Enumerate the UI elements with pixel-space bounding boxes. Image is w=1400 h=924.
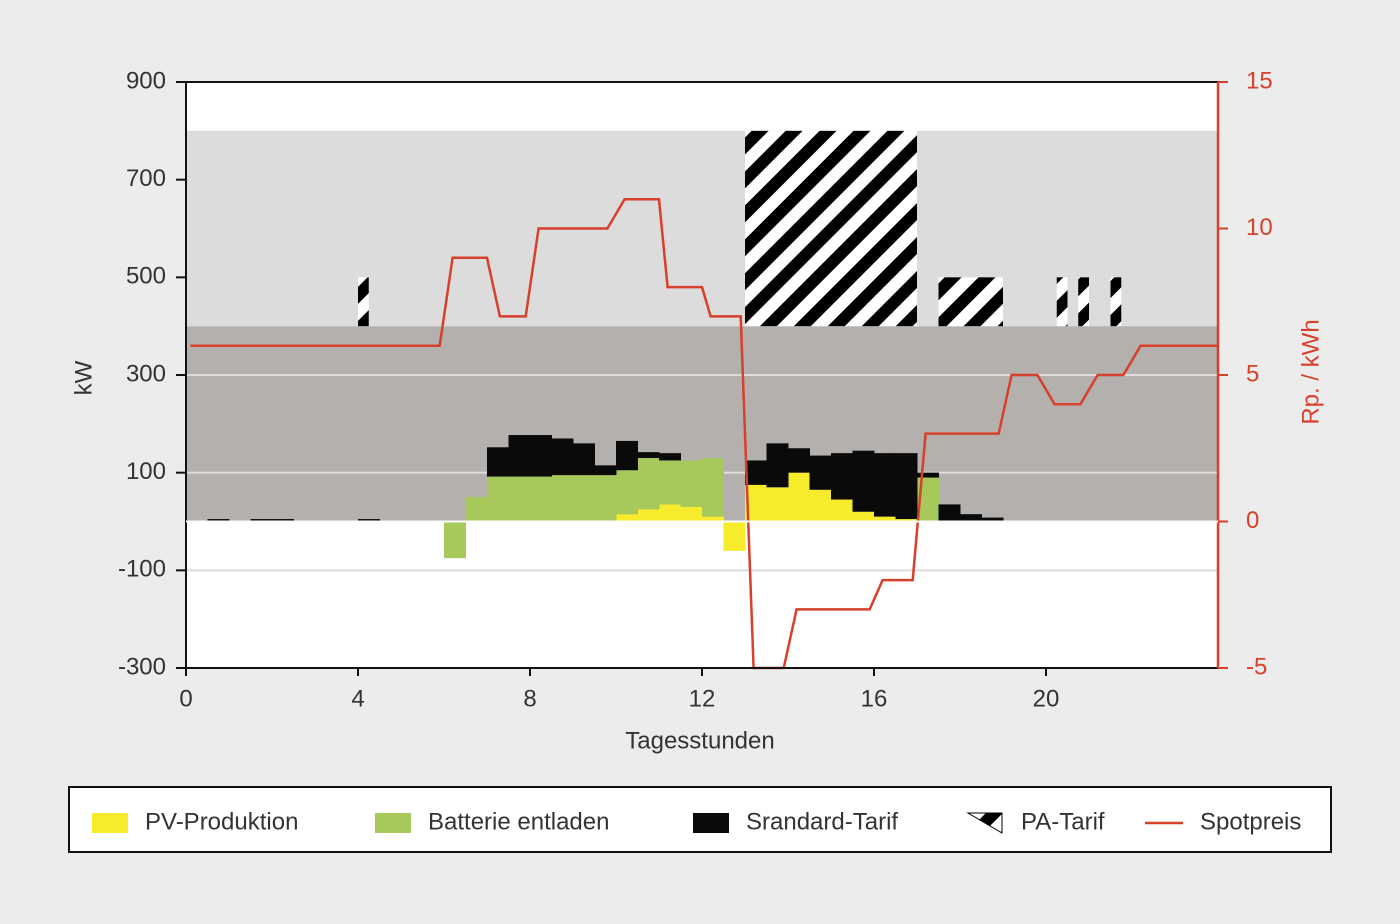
pa-tariff-bar — [938, 277, 1003, 327]
bar-segment — [809, 489, 832, 522]
bar-segment — [444, 521, 466, 559]
legend-label: Spotpreis — [1200, 808, 1301, 835]
bar-segment — [831, 453, 853, 500]
bar-segment — [766, 487, 789, 522]
bar-segment — [852, 511, 875, 522]
bar-segment — [530, 435, 552, 477]
bar-segment — [637, 458, 660, 510]
bar-segment — [809, 455, 832, 490]
bar-segment — [874, 516, 896, 522]
bar-segment — [917, 477, 939, 522]
bar-segment — [788, 472, 810, 522]
y2-tick-label: 15 — [1246, 67, 1273, 94]
y2-tick-label: -5 — [1246, 653, 1267, 680]
bar-segment — [594, 475, 617, 522]
bar-segment — [917, 472, 939, 478]
pa-tariff-bar — [745, 130, 917, 327]
bar-segment — [530, 476, 552, 522]
bar-segment — [637, 509, 660, 522]
legend-swatch — [92, 813, 128, 833]
bar-segment — [938, 504, 961, 522]
bar-segment — [551, 475, 574, 522]
x-tick-label: 0 — [179, 685, 192, 712]
bar-segment — [573, 443, 595, 476]
y-axis-title: kW — [70, 360, 97, 395]
x-tick-label: 12 — [689, 685, 716, 712]
y2-tick-label: 10 — [1246, 214, 1273, 241]
bar-segment — [895, 453, 918, 520]
legend-swatch — [375, 813, 411, 833]
bar-segment — [831, 499, 853, 522]
x-tick-label: 20 — [1033, 685, 1060, 712]
y-tick-label: -300 — [118, 653, 166, 680]
legend-swatch — [966, 812, 1003, 834]
legend-swatch — [693, 813, 729, 833]
y2-tick-label: 0 — [1246, 507, 1259, 534]
bar-segment — [465, 497, 488, 522]
bar-segment — [745, 484, 767, 522]
bar-segment — [508, 476, 531, 522]
x-axis-title: Tagesstunden — [625, 727, 774, 754]
bar-segment — [573, 475, 595, 522]
y-tick-label: 100 — [126, 458, 166, 485]
y-tick-label: 900 — [126, 67, 166, 94]
bar-segment — [852, 450, 875, 512]
bar-segment — [616, 440, 638, 471]
bar-segment — [616, 470, 638, 515]
bar-segment — [616, 514, 638, 522]
pa-tariff-bar — [1078, 277, 1089, 327]
x-tick-label: 8 — [523, 685, 536, 712]
pa-tariff-bar — [1056, 277, 1068, 327]
legend-label: PA-Tarif — [1021, 808, 1105, 835]
bar-segment — [895, 519, 918, 522]
bar-segment — [659, 460, 681, 505]
y2-tick-label: 5 — [1246, 360, 1259, 387]
bar-segment — [272, 519, 294, 522]
bar-segment — [723, 521, 746, 551]
bar-segment — [508, 435, 531, 477]
bar-segment — [981, 517, 1004, 522]
y2-axis-title: Rp. / kWh — [1297, 319, 1324, 424]
y-tick-label: 500 — [126, 263, 166, 290]
bar-segment — [637, 452, 660, 459]
bar-segment — [487, 447, 509, 477]
bar-segment — [250, 519, 273, 522]
bar-segment — [594, 465, 617, 476]
bar-segment — [659, 453, 681, 461]
bar-segment — [207, 519, 230, 522]
pa-tariff-bar — [358, 277, 369, 327]
legend-label: Batterie entladen — [428, 808, 609, 835]
bar-segment — [680, 506, 703, 522]
bar-segment — [659, 504, 681, 522]
x-tick-label: 4 — [351, 685, 364, 712]
bar-segment — [487, 476, 509, 522]
bar-segment — [960, 514, 982, 522]
legend-label: Srandard-Tarif — [746, 808, 898, 835]
bar-segment — [702, 458, 724, 517]
bar-segment — [702, 516, 724, 522]
bar-segment — [766, 443, 789, 488]
y-tick-label: 700 — [126, 165, 166, 192]
pa-tariff-bar — [1110, 277, 1122, 327]
bar-segment — [358, 519, 380, 522]
x-tick-label: 16 — [861, 685, 888, 712]
y-tick-label: 300 — [126, 360, 166, 387]
bar-segment — [745, 460, 767, 485]
bar-segment — [680, 460, 703, 507]
bar-segment — [788, 448, 810, 473]
y-tick-label: -100 — [118, 556, 166, 583]
legend-label: PV-Produktion — [145, 808, 298, 835]
bar-segment — [874, 453, 896, 517]
bar-segment — [551, 438, 574, 476]
